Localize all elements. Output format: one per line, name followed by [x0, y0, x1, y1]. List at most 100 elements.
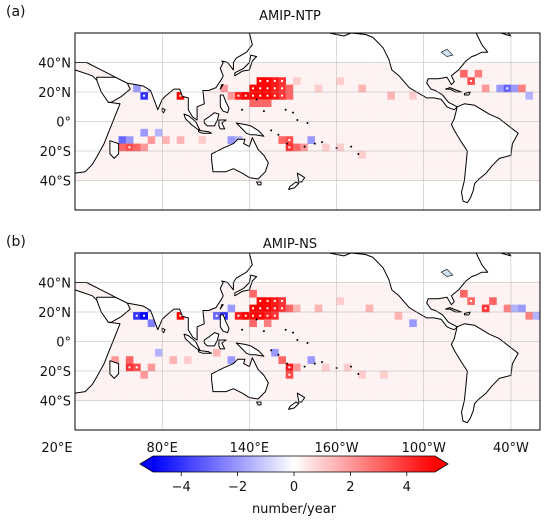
background-cell — [271, 282, 279, 291]
lake — [440, 48, 454, 57]
background-cell — [329, 319, 337, 328]
background-cell — [431, 121, 439, 130]
background-cell — [532, 143, 541, 152]
background-cell — [96, 165, 105, 174]
background-cell — [496, 297, 504, 305]
background-cell — [198, 121, 207, 130]
background-cell — [423, 151, 432, 159]
background-cell — [336, 158, 345, 167]
panel-b-lat-labels: 40°N20°N0°20°S40°S — [38, 277, 71, 410]
background-cell — [285, 77, 294, 85]
background-cell — [365, 151, 374, 159]
background-cell — [532, 128, 541, 137]
heatmap-cell — [213, 348, 221, 357]
background-cell — [380, 348, 388, 357]
background-cell — [532, 348, 541, 357]
background-cell — [191, 143, 199, 152]
background-cell — [343, 69, 352, 78]
significance-dot — [259, 79, 262, 82]
background-cell — [351, 371, 359, 379]
background-cell — [285, 121, 294, 130]
background-cell — [496, 319, 504, 328]
background-cell — [431, 385, 439, 394]
background-cell — [489, 92, 497, 100]
background-cell — [300, 363, 308, 372]
background-cell — [343, 99, 352, 108]
background-cell — [518, 128, 526, 137]
background-cell — [147, 348, 156, 357]
heatmap-cell — [198, 136, 207, 144]
background-cell — [75, 393, 83, 401]
heatmap-cell — [147, 363, 156, 372]
significance-dot — [288, 138, 291, 141]
heatmap-cell — [394, 312, 403, 320]
background-cell — [314, 92, 323, 100]
background-cell — [263, 341, 272, 350]
background-cell — [445, 326, 454, 335]
background-cell — [111, 385, 119, 394]
background-cell — [322, 312, 330, 320]
significance-dot — [281, 307, 284, 310]
colorbar-tick-label: 0 — [290, 480, 298, 495]
background-cell — [162, 99, 170, 108]
background-cell — [467, 312, 475, 320]
background-cell — [111, 136, 119, 144]
background-cell — [263, 62, 272, 71]
background-cell — [372, 319, 381, 328]
background-cell — [489, 62, 497, 71]
heatmap-cell — [358, 84, 366, 93]
background-cell — [198, 173, 207, 181]
background-cell — [351, 92, 359, 100]
background-cell — [220, 304, 228, 313]
background-cell — [322, 106, 330, 115]
background-cell — [271, 385, 279, 394]
background-cell — [322, 393, 330, 401]
background-cell — [481, 69, 490, 78]
background-cell — [416, 341, 425, 350]
background-cell — [249, 114, 257, 122]
background-cell — [162, 143, 170, 152]
background-cell — [503, 165, 512, 174]
background-cell — [438, 326, 446, 335]
background-cell — [489, 319, 497, 328]
background-cell — [329, 114, 337, 122]
background-cell — [401, 106, 410, 115]
background-cell — [292, 99, 301, 108]
background-cell — [351, 69, 359, 78]
background-cell — [242, 393, 250, 401]
background-cell — [481, 319, 490, 328]
background-cell — [387, 121, 395, 130]
background-cell — [278, 393, 287, 401]
background-cell — [532, 92, 541, 100]
background-cell — [307, 84, 316, 93]
background-cell — [271, 363, 279, 372]
background-cell — [133, 92, 141, 100]
background-cell — [307, 385, 316, 394]
background-cell — [140, 304, 148, 313]
background-cell — [351, 128, 359, 137]
background-cell — [249, 297, 257, 305]
background-cell — [169, 99, 178, 108]
background-cell — [329, 341, 337, 350]
background-cell — [322, 319, 330, 328]
background-cell — [343, 393, 352, 401]
background-cell — [401, 151, 410, 159]
background-cell — [329, 143, 337, 152]
background-cell — [394, 326, 403, 335]
background-cell — [183, 378, 192, 387]
background-cell — [525, 282, 534, 291]
background-cell — [300, 114, 308, 122]
background-cell — [169, 378, 178, 387]
background-cell — [532, 341, 541, 350]
background-cell — [307, 151, 316, 159]
background-cell — [518, 297, 526, 305]
background-cell — [292, 173, 301, 181]
background-cell — [307, 114, 316, 122]
background-cell — [452, 385, 461, 394]
background-cell — [358, 363, 366, 372]
significance-dot — [281, 79, 284, 82]
background-cell — [307, 334, 316, 342]
background-cell — [263, 128, 272, 137]
heatmap-cell — [133, 143, 141, 152]
background-cell — [111, 121, 119, 130]
